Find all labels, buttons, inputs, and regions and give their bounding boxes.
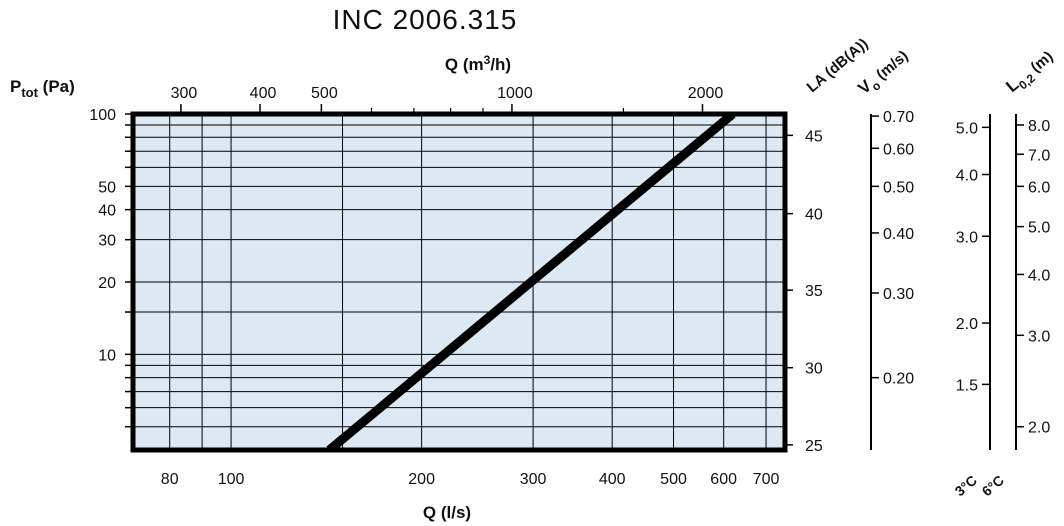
top-tick-label: 1000 xyxy=(497,85,533,102)
series-lines xyxy=(326,114,736,450)
left-tick-label: 50 xyxy=(98,179,116,196)
top-x-label-tail: /h) xyxy=(490,55,511,74)
left-y-axis-ticks: 10 20 30 40 50 100 xyxy=(89,107,133,428)
left-tick-label: 30 xyxy=(98,233,116,250)
v0-tick-label: 0.50 xyxy=(883,179,914,196)
top-tick-label: 400 xyxy=(250,85,277,102)
bottom-tick-label: 80 xyxy=(161,471,179,488)
v0-tick-label: 0.70 xyxy=(883,109,914,126)
v0-tick-label: 0.30 xyxy=(883,286,914,303)
left-tick-label: 20 xyxy=(98,275,116,292)
top-tick-label: 500 xyxy=(311,85,338,102)
l-6c-scale-label: 6°C xyxy=(979,472,1007,499)
l-6c-tick-label: 6.0 xyxy=(1028,179,1050,196)
l-3c-tick-label: 5.0 xyxy=(956,120,978,137)
l-6c-tick-label: 7.0 xyxy=(1028,147,1050,164)
v0-tick-label: 0.20 xyxy=(883,371,914,388)
left-tick-label: 100 xyxy=(89,107,116,124)
left-tick-label: 40 xyxy=(98,203,116,220)
bottom-tick-label: 300 xyxy=(520,471,547,488)
v0-tick-label: 0.40 xyxy=(883,226,914,243)
bottom-tick-label: 400 xyxy=(599,471,626,488)
l-3c-tick-label: 2.0 xyxy=(956,316,978,333)
y-label-base: P xyxy=(10,77,21,96)
la-tick-label: 40 xyxy=(805,207,823,224)
l-6c-tick-label: 4.0 xyxy=(1028,267,1050,284)
bottom-x-axis-ticks: 80 100 200 300 400 500 600 700 xyxy=(161,471,780,488)
la-tick-label: 30 xyxy=(805,361,823,378)
la-tick-label: 25 xyxy=(805,438,823,455)
v0-label-tail: (m/s) xyxy=(870,47,912,86)
bottom-tick-label: 600 xyxy=(710,471,737,488)
bottom-tick-label: 500 xyxy=(660,471,687,488)
y-label-sub: tot xyxy=(21,85,38,100)
l-6c-tick-label: 5.0 xyxy=(1028,220,1050,237)
series-line xyxy=(326,114,736,450)
bottom-tick-label: 100 xyxy=(218,471,245,488)
l-3c-tick-label: 4.0 xyxy=(956,168,978,185)
left-tick-label: 10 xyxy=(98,347,116,364)
l-3c-tick-label: 3.0 xyxy=(956,229,978,246)
la-tick-label: 35 xyxy=(805,283,823,300)
top-tick-label: 2000 xyxy=(688,85,724,102)
l-scale-header: L0,2 (m) xyxy=(1002,46,1059,99)
top-x-axis-ticks: 300 400 500 1000 2000 xyxy=(171,85,724,114)
top-x-label-sup: 3 xyxy=(484,53,491,67)
l-3c-scale: 3°C 5.0 4.0 3.0 2.0 1.5 xyxy=(952,114,991,499)
l-3c-tick-label: 1.5 xyxy=(956,377,978,394)
l-6c-tick-label: 2.0 xyxy=(1028,420,1050,437)
top-x-axis-label: Q (m3/h) xyxy=(445,53,511,74)
l-6c-tick-label: 8.0 xyxy=(1028,118,1050,135)
top-x-label-base: Q (m xyxy=(445,55,484,74)
chart-title: INC 2006.315 xyxy=(333,4,518,35)
bottom-x-axis-label: Q (l/s) xyxy=(423,503,471,522)
bottom-tick-label: 200 xyxy=(408,471,435,488)
l-6c-tick-label: 3.0 xyxy=(1028,328,1050,345)
y-axis-label: Ptot (Pa) xyxy=(10,77,75,100)
y-label-tail: (Pa) xyxy=(38,77,75,96)
plot-area xyxy=(130,111,788,453)
v0-tick-label: 0.60 xyxy=(883,141,914,158)
v0-scale: Vo (m/s) 0.700.600.500.400.300.20 xyxy=(854,47,914,450)
la-tick-label: 45 xyxy=(805,128,823,145)
top-tick-label: 300 xyxy=(171,85,198,102)
bottom-tick-label: 700 xyxy=(753,471,780,488)
l-3c-scale-label: 3°C xyxy=(952,472,980,499)
